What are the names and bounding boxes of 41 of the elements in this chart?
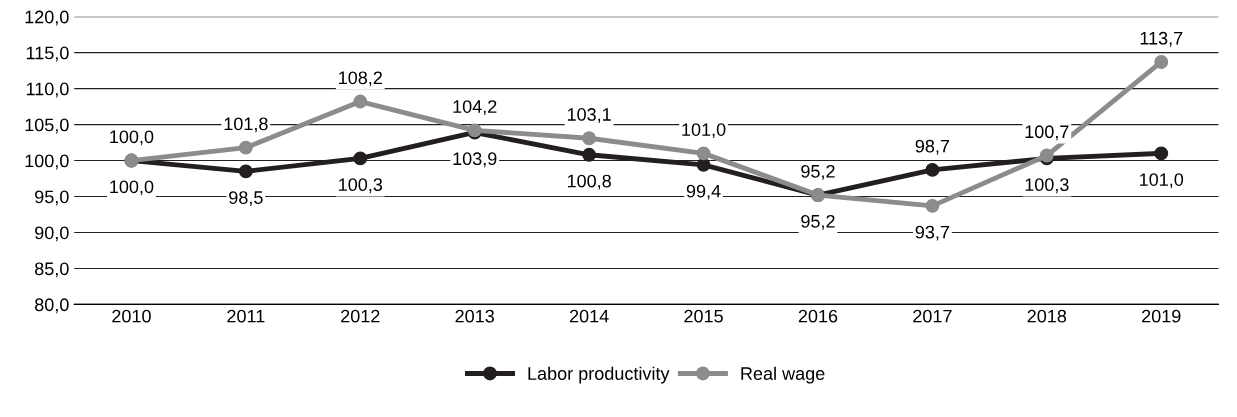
- data-label: 95,2: [801, 214, 835, 230]
- data-label: 98,7: [915, 139, 950, 155]
- x-tick-label: 2016: [798, 309, 838, 323]
- data-label: 101,8: [224, 117, 268, 133]
- data-label: 98,5: [229, 191, 263, 207]
- data-label: 99,4: [686, 184, 721, 200]
- x-tick-label: 2012: [341, 309, 380, 323]
- x-tick-label: 2018: [1027, 309, 1067, 323]
- data-label: 100,3: [339, 178, 383, 194]
- data-label: 101,0: [1140, 173, 1184, 189]
- x-tick-label: 2015: [684, 309, 723, 323]
- y-tick-label: 100,0: [25, 154, 69, 170]
- y-tick-label: 80,0: [35, 298, 69, 314]
- legend-label: Real wage: [741, 366, 825, 384]
- x-tick-label: 2017: [913, 309, 952, 323]
- x-tick-label: 2013: [455, 309, 494, 323]
- data-label: 103,1: [567, 108, 611, 123]
- y-tick-label: 95,0: [35, 190, 69, 206]
- data-label: 104,2: [453, 100, 497, 116]
- legend-label: Labor productivity: [528, 366, 670, 384]
- data-label: 100,0: [110, 180, 154, 196]
- x-tick-label: 2019: [1142, 309, 1181, 323]
- y-tick-label: 120,0: [25, 10, 69, 26]
- data-label: 100,8: [567, 174, 611, 190]
- y-tick-label: 115,0: [26, 46, 69, 62]
- y-tick-label: 85,0: [35, 262, 69, 278]
- data-label: 100,0: [110, 130, 154, 146]
- y-tick-label: 110,0: [26, 82, 69, 98]
- data-label: 101,0: [682, 123, 726, 139]
- data-label: 108,2: [339, 71, 382, 87]
- data-label: 113,7: [1140, 31, 1183, 47]
- data-label: 100,7: [1025, 125, 1069, 141]
- y-tick-label: 90,0: [35, 226, 69, 242]
- data-label: 93,7: [915, 225, 950, 241]
- x-tick-label: 2011: [227, 309, 265, 323]
- x-tick-label: 2014: [569, 309, 609, 323]
- data-label: 103,9: [453, 152, 497, 168]
- y-tick-label: 105,0: [25, 118, 69, 134]
- data-label: 95,2: [801, 164, 835, 180]
- x-tick-label: 2010: [112, 309, 151, 323]
- data-label: 100,3: [1025, 178, 1069, 194]
